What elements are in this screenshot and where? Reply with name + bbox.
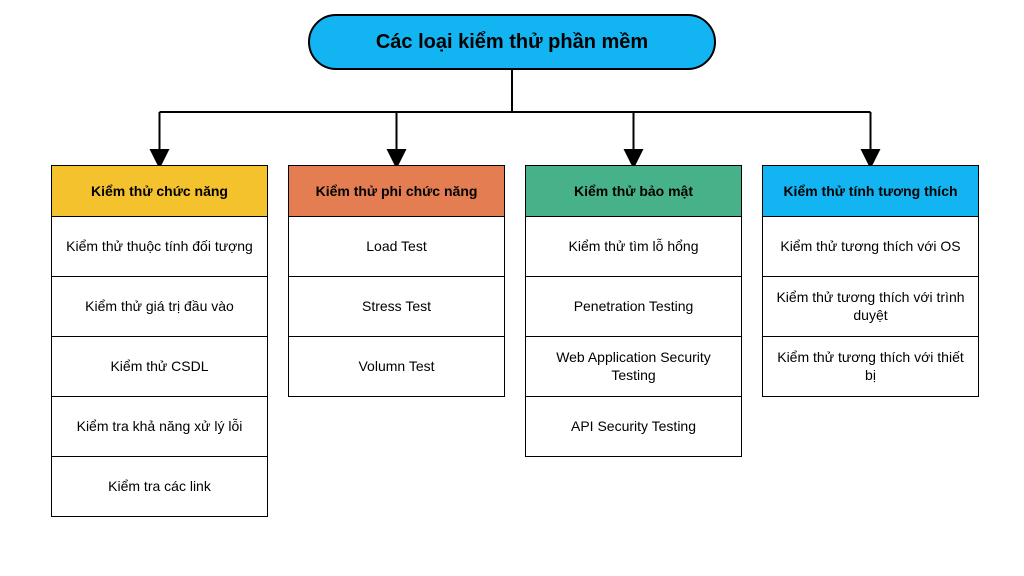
cell-security-0: Kiểm thử tìm lỗ hổng [525,217,742,277]
cell-compatibility-2: Kiểm thử tương thích với thiết bị [762,337,979,397]
root-title-label: Các loại kiểm thử phần mềm [376,31,648,54]
root-title: Các loại kiểm thử phần mềm [308,14,716,70]
column-functional: Kiểm thử chức năngKiểm thử thuộc tính đố… [51,165,268,517]
column-header-security: Kiểm thử bảo mật [525,165,742,217]
diagram-canvas: Các loại kiểm thử phần mềm Kiểm thử chức… [0,0,1024,576]
cell-security-1: Penetration Testing [525,277,742,337]
cell-functional-4: Kiểm tra các link [51,457,268,517]
cell-non-functional-0: Load Test [288,217,505,277]
column-header-non-functional: Kiểm thử phi chức năng [288,165,505,217]
column-header-functional: Kiểm thử chức năng [51,165,268,217]
cell-compatibility-1: Kiểm thử tương thích với trình duyệt [762,277,979,337]
cell-security-3: API Security Testing [525,397,742,457]
cell-functional-2: Kiểm thử CSDL [51,337,268,397]
cell-security-2: Web Application Security Testing [525,337,742,397]
column-header-compatibility: Kiểm thử tính tương thích [762,165,979,217]
column-security: Kiểm thử bảo mậtKiểm thử tìm lỗ hổngPene… [525,165,742,457]
column-compatibility: Kiểm thử tính tương thíchKiểm thử tương … [762,165,979,397]
cell-functional-3: Kiểm tra khả năng xử lý lỗi [51,397,268,457]
cell-non-functional-2: Volumn Test [288,337,505,397]
cell-functional-0: Kiểm thử thuộc tính đối tượng [51,217,268,277]
cell-compatibility-0: Kiểm thử tương thích với OS [762,217,979,277]
column-non-functional: Kiểm thử phi chức năngLoad TestStress Te… [288,165,505,397]
cell-functional-1: Kiểm thử giá trị đầu vào [51,277,268,337]
cell-non-functional-1: Stress Test [288,277,505,337]
